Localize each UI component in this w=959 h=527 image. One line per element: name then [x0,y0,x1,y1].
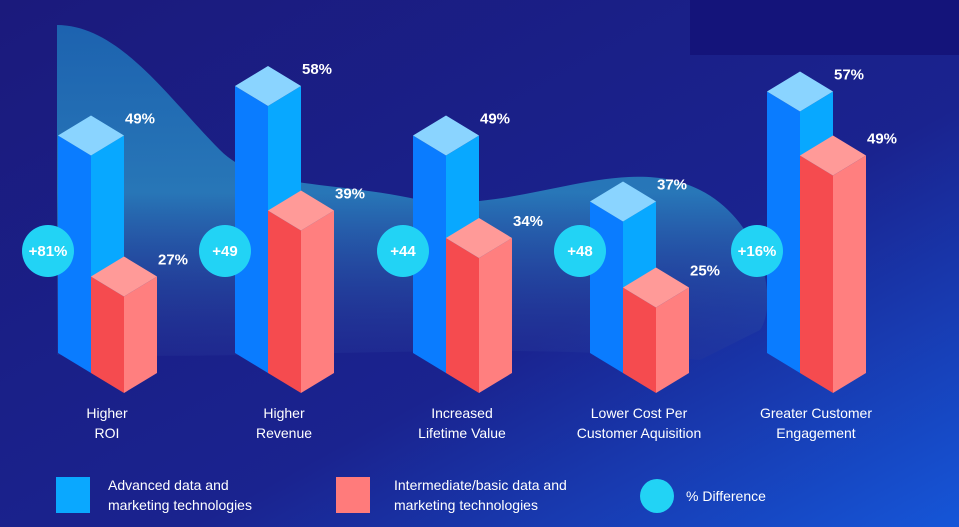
category-label: Higher [86,405,128,421]
bar-basic-3-top-face [623,267,689,308]
legend-label-basic: Intermediate/basic data and [394,477,567,493]
difference-circle [199,225,251,277]
bar-basic-0 [91,256,157,393]
bar-basic-2-top-face [446,218,512,258]
bar-basic-4-left-face [800,155,833,393]
difference-label: +44 [390,243,416,260]
data-label: 58% [302,61,332,78]
data-label: 37% [657,177,687,194]
background-wave [57,25,768,360]
bar-advanced-2-top-face [413,115,479,156]
legend-swatch-basic [336,477,370,513]
bar-advanced-4-left-face [767,91,800,373]
bar-advanced-1-top-face [235,66,301,106]
data-label: 57% [834,67,864,84]
category-label: Lifetime Value [418,425,506,441]
legend-label-advanced: marketing technologies [108,497,252,513]
bar-basic-1-right-face [301,210,334,393]
difference-label: +48 [567,243,592,260]
category-label: Revenue [256,425,312,441]
bar-basic-4 [800,135,866,393]
difference-circle [554,225,606,277]
category-label: Higher [263,405,305,421]
bar-advanced-0-top-face [58,115,124,156]
category-label: Greater Customer [760,405,872,421]
data-label: 49% [125,111,155,128]
bar-basic-3-left-face [623,287,656,393]
bar-advanced-3-left-face [590,201,623,373]
bar-basic-0-right-face [124,276,157,393]
bar-basic-1-top-face [268,190,334,231]
bar-basic-4-top-face [800,135,866,176]
bar-basic-1 [268,190,334,393]
bar-basic-2-left-face [446,238,479,393]
legend-swatch-difference [640,479,674,513]
legend-label-advanced: Advanced data and [108,477,229,493]
bar-advanced-4-top-face [767,71,833,112]
bar-advanced-0-left-face [58,135,91,373]
difference-circle [22,225,74,277]
bar-basic-0-left-face [91,276,124,393]
difference-label: +49 [212,243,237,260]
difference-label: +16% [738,243,777,260]
bar-basic-2-right-face [479,238,512,393]
bar-advanced-1-left-face [235,86,268,373]
data-label: 39% [335,186,365,203]
bar-advanced-2-left-face [413,135,446,373]
data-label: 49% [480,111,510,128]
data-label: 34% [513,213,543,230]
bar-basic-0-top-face [91,256,157,297]
bar-advanced-3-top-face [590,181,656,222]
category-label: Lower Cost Per [591,405,688,421]
category-label: Customer Aquisition [577,425,702,441]
legend-label-basic: marketing technologies [394,497,538,513]
bar-basic-3-right-face [656,287,689,393]
data-label: 25% [690,263,720,280]
difference-circle [731,225,783,277]
bar-basic-2 [446,218,512,393]
data-label: 27% [158,252,188,269]
category-label: Increased [431,405,492,421]
category-label: Engagement [776,425,856,441]
bar-basic-1-left-face [268,210,301,393]
legend-swatch-advanced [56,477,90,513]
legend-label-difference: % Difference [686,488,766,504]
bar-basic-3 [623,267,689,393]
difference-label: +81% [29,243,68,260]
category-label: ROI [95,425,120,441]
background-block [690,0,959,55]
data-label: 49% [867,131,897,148]
difference-circle [377,225,429,277]
bar-basic-4-right-face [833,155,866,393]
